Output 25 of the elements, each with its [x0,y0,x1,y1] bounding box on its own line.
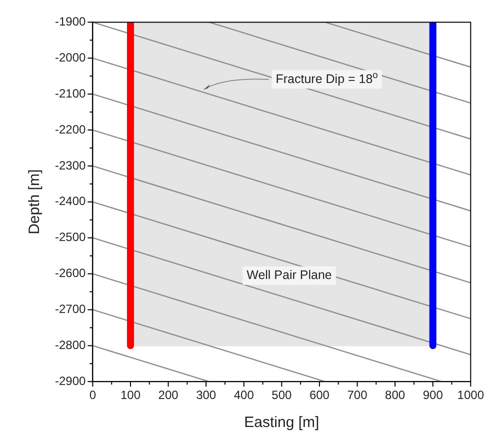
annotation: Well Pair Plane [246,268,332,282]
x-tick-label: 400 [234,388,254,402]
x-axis-title: Easting [m] [244,414,320,432]
y-tick-label: -2000 [54,50,86,64]
y-tick-label: -2300 [54,158,86,172]
x-tick-label: 200 [158,388,179,402]
x-tick-label: 100 [120,388,141,402]
y-tick-label: -2500 [54,230,86,244]
y-axis-title: Depth [m] [26,169,44,234]
y-tick-label: -2100 [54,86,86,100]
y-tick-label: -2200 [54,122,86,136]
y-tick-label: -2700 [54,302,86,316]
y-tick-label: -1900 [54,14,86,29]
x-tick-label: 800 [385,388,406,402]
x-tick-label: 500 [272,388,292,402]
x-tick-label: 1000 [457,388,484,402]
y-tick-label: -2600 [54,266,86,280]
x-tick-label: 0 [89,388,96,402]
x-tick-label: 900 [422,388,444,402]
y-tick-label: -2400 [54,194,86,208]
x-tick-label: 300 [196,388,216,402]
x-tick-label: 600 [309,388,330,402]
y-tick-label: -2900 [54,374,86,388]
y-tick-label: -2800 [54,338,86,352]
x-tick-label: 700 [347,388,368,402]
